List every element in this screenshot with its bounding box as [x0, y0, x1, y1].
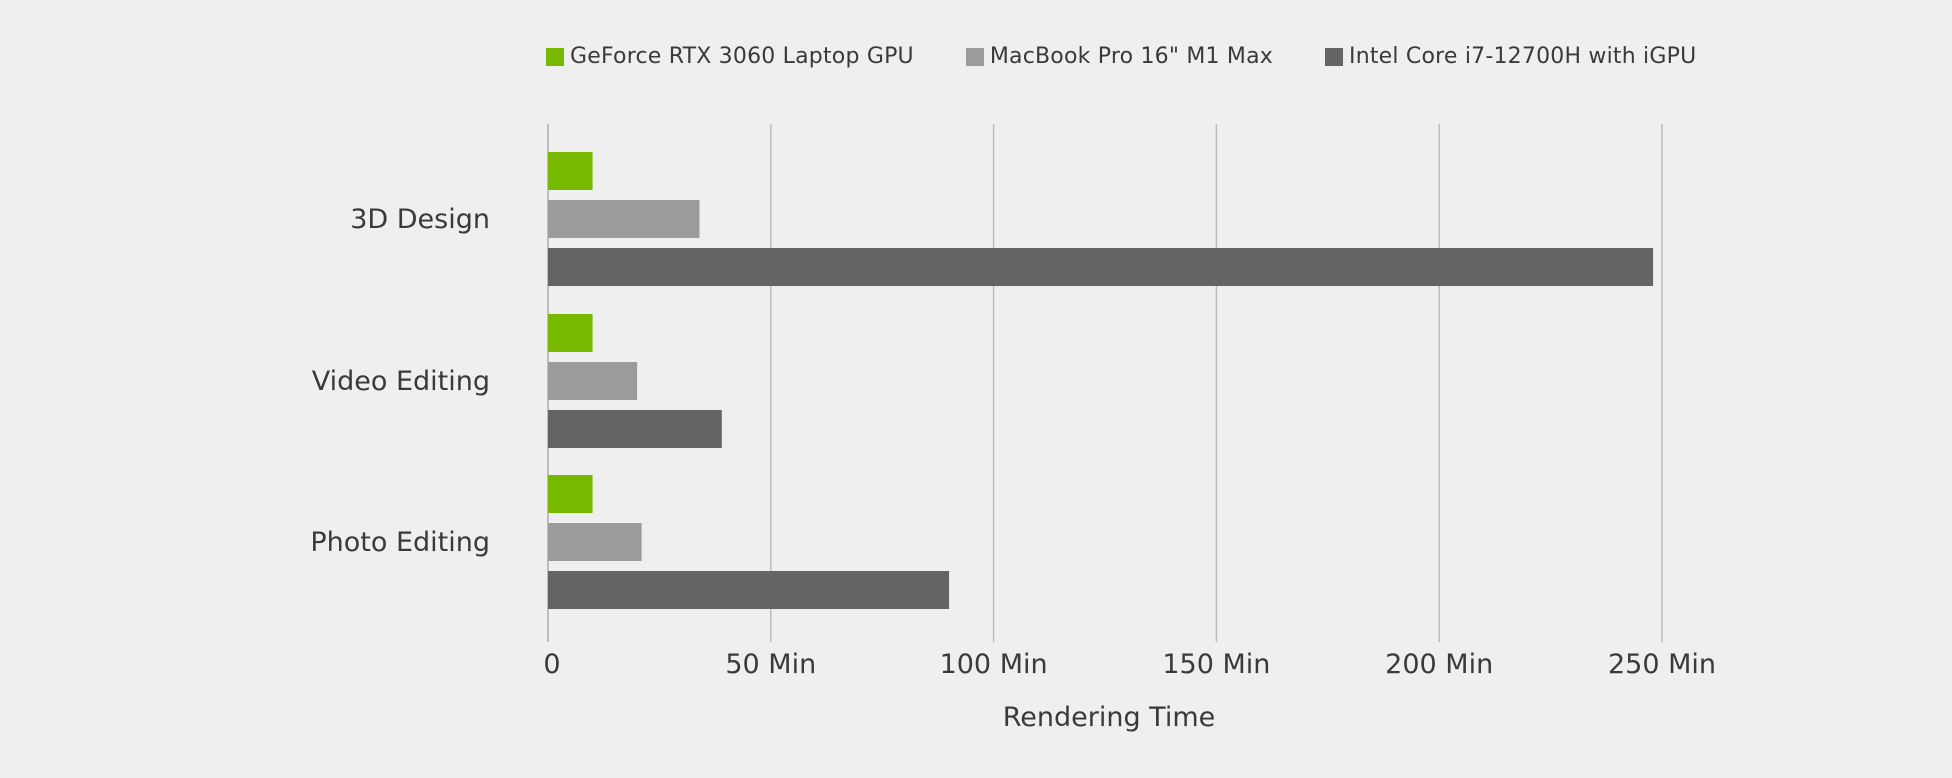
category-label: Video Editing: [312, 366, 490, 397]
x-tick-labels: 0 50 Min 100 Min 150 Min 200 Min 250 Min: [543, 649, 1716, 680]
legend-item-intel: Intel Core i7-12700H with iGPU: [1325, 44, 1696, 69]
bar-intel: [548, 410, 722, 448]
grid-lines: [547, 124, 1663, 642]
bar-rtx: [548, 314, 593, 352]
bar-intel: [548, 571, 950, 609]
legend-swatch-rtx: [546, 47, 564, 66]
x-tick-label: 250 Min: [1608, 649, 1716, 680]
bars: [548, 152, 1654, 609]
x-axis-title: Rendering Time: [1003, 702, 1216, 733]
x-tick-label: 150 Min: [1162, 649, 1270, 680]
bar-intel: [548, 248, 1654, 286]
bar-macbook: [548, 523, 642, 561]
x-tick-label: 0: [543, 649, 560, 680]
legend-label-intel: Intel Core i7-12700H with iGPU: [1349, 44, 1697, 69]
category-labels: 3D Design Video Editing Photo Editing: [310, 204, 490, 558]
legend-item-macbook: MacBook Pro 16" M1 Max: [965, 44, 1274, 69]
bar-macbook: [548, 200, 700, 238]
legend-item-rtx: GeForce RTX 3060 Laptop GPU: [546, 44, 914, 69]
legend-swatch-intel: [1325, 47, 1344, 66]
legend-swatch-macbook: [965, 47, 984, 66]
x-tick-label: 50 Min: [725, 649, 816, 680]
bar-rtx: [548, 475, 593, 513]
bar-macbook: [548, 362, 638, 400]
legend-label-rtx: GeForce RTX 3060 Laptop GPU: [570, 44, 914, 69]
legend: GeForce RTX 3060 Laptop GPU MacBook Pro …: [546, 44, 1748, 69]
bar-rtx: [548, 152, 593, 190]
x-tick-label: 100 Min: [940, 649, 1048, 680]
category-label: Photo Editing: [310, 527, 490, 558]
x-tick-label: 200 Min: [1385, 649, 1493, 680]
legend-label-macbook: MacBook Pro 16" M1 Max: [989, 44, 1274, 69]
category-label: 3D Design: [350, 204, 490, 235]
